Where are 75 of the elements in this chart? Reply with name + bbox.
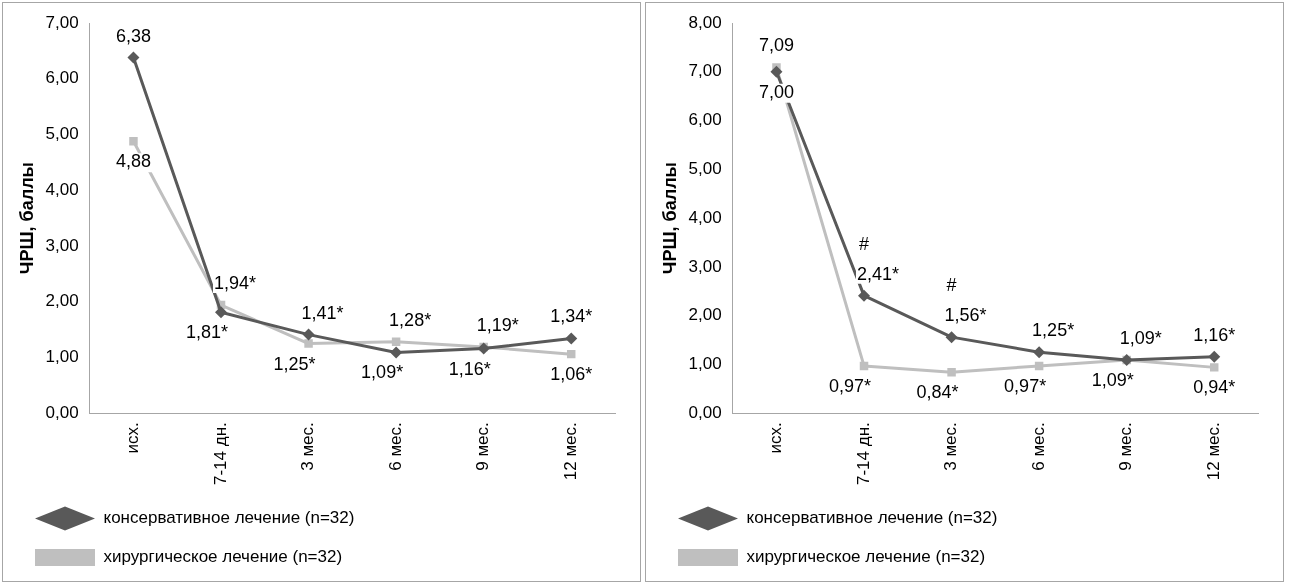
legend-label: хирургическое лечение (n=32) bbox=[103, 547, 343, 567]
y-tick-label: 2,00 bbox=[688, 305, 722, 325]
data-label: 1,19* bbox=[476, 314, 519, 335]
y-tick-label: 2,00 bbox=[45, 291, 79, 311]
data-label: 7,00 bbox=[758, 81, 794, 102]
x-tick-label: 6 мес. bbox=[1028, 422, 1048, 471]
data-label: 1,09* bbox=[1119, 328, 1162, 349]
x-tick-label: 12 мес. bbox=[1203, 422, 1223, 481]
y-tick-label: 7,00 bbox=[688, 61, 722, 81]
x-tick-label: 3 мес. bbox=[298, 422, 318, 471]
y-tick-label: 1,00 bbox=[688, 354, 722, 374]
point bbox=[302, 328, 315, 341]
data-label: 7,09 bbox=[758, 35, 794, 56]
point bbox=[390, 346, 403, 359]
x-tick-label: 3 мес. bbox=[941, 422, 961, 471]
x-tick-label: исх. bbox=[766, 422, 786, 454]
point bbox=[215, 306, 228, 319]
data-label: 1,28* bbox=[389, 309, 432, 330]
data-label: 0,97* bbox=[828, 375, 872, 396]
legend-label: хирургическое лечение (n=32) bbox=[746, 547, 986, 567]
data-label: 1,09* bbox=[1091, 370, 1134, 391]
data-label: 1,09* bbox=[361, 362, 404, 383]
data-label: 1,56* bbox=[944, 305, 987, 326]
point bbox=[770, 65, 783, 78]
y-tick-label: 0,00 bbox=[45, 402, 79, 422]
x-tick-label: 7-14 дн. bbox=[853, 422, 873, 485]
y-tick-label: 1,00 bbox=[45, 347, 79, 367]
annotation: # bbox=[859, 233, 870, 254]
point bbox=[945, 331, 958, 344]
x-tick-label: 7-14 дн. bbox=[210, 422, 230, 485]
point bbox=[565, 332, 578, 345]
point bbox=[947, 368, 956, 377]
data-label: 2,41* bbox=[856, 263, 900, 284]
point bbox=[129, 136, 138, 146]
x-tick-label: 9 мес. bbox=[473, 422, 493, 471]
data-label: 1,34* bbox=[550, 306, 593, 327]
y-tick-label: 8,00 bbox=[688, 12, 722, 32]
data-label: 1,25* bbox=[273, 353, 316, 374]
data-label: 1,06* bbox=[550, 364, 593, 385]
y-tick-label: 5,00 bbox=[45, 124, 79, 144]
y-tick-label: 0,00 bbox=[688, 402, 722, 422]
y-axis-title: ЧРШ, баллы bbox=[16, 162, 37, 275]
point bbox=[1209, 363, 1219, 372]
y-tick-label: 6,00 bbox=[688, 110, 722, 130]
data-label: 1,41* bbox=[301, 302, 344, 323]
point bbox=[1208, 350, 1221, 363]
y-tick-label: 7,00 bbox=[45, 12, 79, 32]
point bbox=[304, 339, 313, 348]
x-tick-label: 12 мес. bbox=[560, 422, 580, 481]
data-label: 4,88 bbox=[115, 151, 151, 172]
y-tick-label: 3,00 bbox=[688, 256, 722, 276]
legend-label: консервативное лечение (n=32) bbox=[103, 508, 355, 528]
data-label: 0,84* bbox=[916, 382, 959, 403]
x-tick-label: исх. bbox=[123, 422, 143, 454]
x-tick-label: 6 мес. bbox=[385, 422, 405, 471]
point bbox=[858, 289, 871, 302]
data-label: 6,38 bbox=[115, 25, 151, 46]
data-label: 1,25* bbox=[1032, 320, 1075, 341]
legend-label: консервативное лечение (n=32) bbox=[746, 508, 998, 528]
x-tick-label: 9 мес. bbox=[1116, 422, 1136, 471]
data-label: 1,94* bbox=[213, 273, 257, 294]
y-axis-title: ЧРШ, баллы bbox=[659, 162, 680, 275]
y-tick-label: 5,00 bbox=[688, 159, 722, 179]
data-label: 0,97* bbox=[1004, 375, 1047, 396]
data-label: 1,16* bbox=[448, 358, 491, 379]
data-label: 1,16* bbox=[1193, 324, 1236, 345]
point bbox=[127, 51, 140, 64]
y-tick-label: 4,00 bbox=[45, 179, 79, 199]
annotation: # bbox=[946, 275, 957, 296]
data-label: 1,81* bbox=[185, 322, 229, 343]
point bbox=[1033, 346, 1046, 359]
y-tick-label: 4,00 bbox=[688, 207, 722, 227]
y-tick-label: 3,00 bbox=[45, 235, 79, 255]
data-label: 0,94* bbox=[1193, 377, 1236, 398]
y-tick-label: 6,00 bbox=[45, 68, 79, 88]
